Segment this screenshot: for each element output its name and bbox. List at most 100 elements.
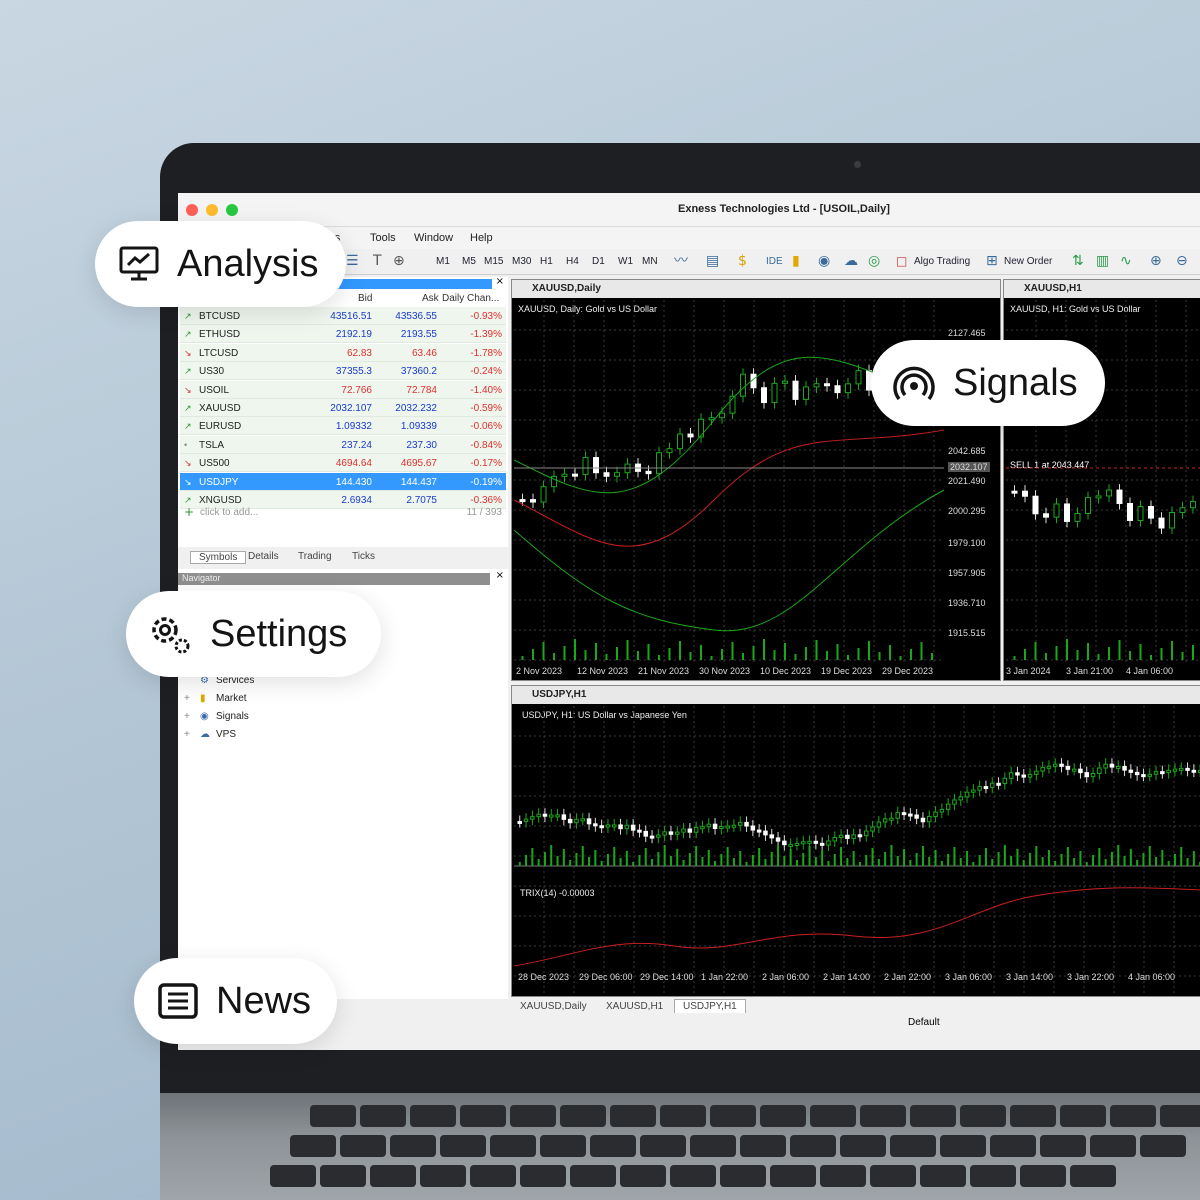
expand-icon[interactable]: + <box>184 693 190 704</box>
market-watch-row[interactable]: ↗ XNGUSD 2.6934 2.7075 -0.36% <box>180 491 506 509</box>
signals-toolbar-icon[interactable]: ◉ <box>818 253 831 269</box>
analysis-pill[interactable]: Analysis <box>95 221 346 307</box>
settings-pill[interactable]: Settings <box>126 591 381 677</box>
tf-m15[interactable]: M15 <box>484 256 504 267</box>
col-ask[interactable]: Ask <box>422 293 439 304</box>
tf-w1[interactable]: W1 <box>618 256 633 267</box>
shapes-icon[interactable]: ⊕ <box>393 253 405 269</box>
tf-d1[interactable]: D1 <box>592 256 605 267</box>
tf-h1[interactable]: H1 <box>540 256 553 267</box>
candle <box>1172 763 1178 777</box>
line-chart-icon[interactable]: ∿ <box>1120 253 1132 269</box>
chart-tab-xauusd-h1[interactable]: XAUUSD,H1 <box>606 1001 664 1012</box>
market-watch-row[interactable]: • TSLA 237.24 237.30 -0.84% <box>180 435 506 454</box>
close-icon[interactable]: × <box>495 276 504 287</box>
zoom-in-icon[interactable]: ⊕ <box>1150 253 1162 269</box>
volume-bar <box>679 641 681 660</box>
algo-trading-icon[interactable]: □ <box>896 254 908 268</box>
screen: Exness Technologies Ltd - [USOIL,Daily] … <box>178 193 1200 1050</box>
price-axis-label: 1936.710 <box>948 598 986 608</box>
bar-chart-icon[interactable]: ▥ <box>1096 253 1110 269</box>
tab-details[interactable]: Details <box>248 551 279 562</box>
market-watch-row[interactable]: ↘ USOIL 72.766 72.784 -1.40% <box>180 380 506 399</box>
market-watch-row[interactable]: ↗ BTCUSD 43516.51 43536.55 -0.93% <box>180 307 506 325</box>
volume-bar <box>626 640 629 660</box>
nav-item-services[interactable]: Services <box>216 675 255 686</box>
candle <box>824 377 830 392</box>
profile-status[interactable]: Default <box>908 1017 940 1028</box>
candle <box>593 817 598 832</box>
col-bid[interactable]: Bid <box>358 293 373 304</box>
volume-bar <box>773 650 776 660</box>
lines-icon[interactable]: ☰ <box>346 253 359 269</box>
tf-m1[interactable]: M1 <box>436 256 450 267</box>
keyboard-key <box>420 1165 466 1187</box>
tab-ticks[interactable]: Ticks <box>352 551 375 562</box>
volume-bar <box>1054 861 1057 866</box>
vps-icon[interactable]: ☁ <box>844 253 858 269</box>
candlestick-chart[interactable] <box>514 300 944 662</box>
trend-arrow-icon: ↗ <box>184 421 192 432</box>
tf-h4[interactable]: H4 <box>566 256 579 267</box>
close-window-button[interactable] <box>186 204 198 216</box>
add-symbol-input[interactable]: click to add... <box>200 507 259 518</box>
market-watch-row[interactable]: ↘ LTCUSD 62.83 63.46 -1.78% <box>180 343 506 362</box>
navigator-close-icon[interactable]: × <box>495 570 504 581</box>
nav-item-vps[interactable]: VPS <box>216 729 237 740</box>
market-watch-row[interactable]: ↗ XAUUSD 2032.107 2032.232 -0.59% <box>180 399 506 417</box>
candlestick-chart[interactable] <box>514 706 1200 996</box>
chart-usdjpy-h1[interactable]: USDJPY,H1 USDJPY, H1: US Dollar vs Japan… <box>511 685 1200 997</box>
candle <box>1046 760 1052 774</box>
volume-bar <box>563 646 566 660</box>
tf-m30[interactable]: M30 <box>512 256 532 267</box>
chart-tab-usdjpy-h1[interactable]: USDJPY,H1 <box>674 999 746 1014</box>
menu-window[interactable]: Window <box>414 232 454 244</box>
nav-item-market[interactable]: Market <box>216 693 247 704</box>
candle <box>687 428 694 443</box>
expand-icon[interactable]: + <box>184 729 190 740</box>
text-tool-icon[interactable]: T <box>373 253 382 269</box>
menu-help[interactable]: Help <box>470 232 493 244</box>
ide-button[interactable]: IDE <box>766 256 783 267</box>
candle <box>832 831 837 847</box>
minimize-window-button[interactable] <box>206 204 218 216</box>
market-watch-row[interactable]: ↘ US500 4694.64 4695.67 -0.17% <box>180 454 506 473</box>
add-symbol-icon[interactable]: + <box>184 505 195 519</box>
tab-trading[interactable]: Trading <box>298 551 332 562</box>
tf-mn[interactable]: MN <box>642 256 658 267</box>
web-icon[interactable]: ◎ <box>868 253 881 269</box>
change-value: -0.24% <box>470 366 502 378</box>
volume-bar <box>878 652 881 660</box>
candle <box>826 834 831 852</box>
menu-tools[interactable]: Tools <box>370 232 396 244</box>
indicators-icon[interactable]: 〰 <box>674 253 688 269</box>
change-value: -0.93% <box>470 311 502 322</box>
signals-pill[interactable]: Signals <box>871 340 1105 426</box>
market-watch-row[interactable]: ↗ ETHUSD 2192.19 2193.55 -1.39% <box>180 325 506 344</box>
news-pill[interactable]: News <box>134 958 337 1044</box>
volume-bar <box>764 859 767 866</box>
shopping-bag-icon[interactable]: ▮ <box>792 253 800 269</box>
news-label: News <box>216 979 312 1022</box>
laptop-keyboard-deck <box>160 1093 1200 1200</box>
expand-icon[interactable]: + <box>184 711 190 722</box>
maximize-window-button[interactable] <box>226 204 238 216</box>
depth-icon[interactable]: ⇅ <box>1072 253 1084 269</box>
templates-icon[interactable]: ▤ <box>706 253 720 269</box>
tab-symbols[interactable]: Symbols <box>190 551 247 564</box>
tf-m5[interactable]: M5 <box>462 256 476 267</box>
market-watch-row[interactable]: ↗ EURUSD 1.09332 1.09339 -0.06% <box>180 417 506 436</box>
col-change[interactable]: Daily Chan... <box>442 293 500 304</box>
nav-item-signals[interactable]: Signals <box>216 711 249 722</box>
new-order-button[interactable]: New Order <box>1004 256 1053 267</box>
chart-xauusd-h1[interactable]: XAUUSD,H1 XAUUSD, H1: Gold vs US Dollar … <box>1003 279 1200 681</box>
new-order-icon[interactable]: ⊞ <box>986 253 998 269</box>
volume-bar <box>638 855 641 866</box>
market-watch-row[interactable]: ↘ USDJPY 144.430 144.437 -0.19% <box>180 472 506 491</box>
market-icon[interactable]: $ <box>738 253 747 269</box>
chart-tab-xauusd-daily[interactable]: XAUUSD,Daily <box>520 1001 587 1012</box>
zoom-out-icon[interactable]: ⊖ <box>1176 253 1188 269</box>
market-watch-row[interactable]: ↗ US30 37355.3 37360.2 -0.24% <box>180 362 506 381</box>
candle <box>612 818 617 831</box>
algo-trading-button[interactable]: Algo Trading <box>914 256 971 267</box>
